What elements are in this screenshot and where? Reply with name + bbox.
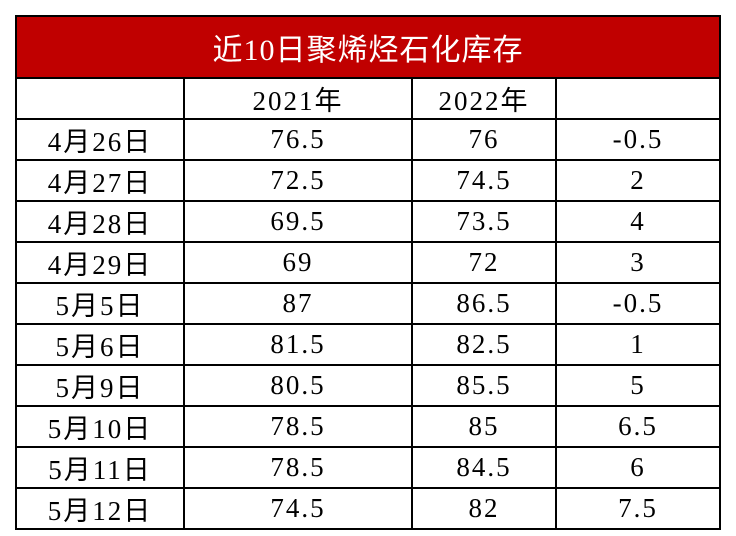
value-cell: 82.5 [411, 323, 557, 366]
value-cell: 86.5 [411, 282, 557, 325]
header-cell [15, 77, 185, 120]
value-cell: 72.5 [183, 159, 413, 202]
date-cell: 4月29日 [15, 241, 185, 284]
value-cell: 76.5 [183, 118, 413, 161]
table-body: 近10日聚烯烃石化库存 2021年 2022年 4月26日 76.5 76 -0.5 4… [15, 15, 721, 530]
data-row: 4月29日 69 72 3 [15, 241, 721, 284]
value-cell: 78.5 [183, 446, 413, 489]
value-cell: 82 [411, 487, 557, 530]
value-cell: 3 [555, 241, 721, 284]
value-cell: 74.5 [183, 487, 413, 530]
value-cell: 73.5 [411, 200, 557, 243]
value-cell: 72 [411, 241, 557, 284]
value-cell: 1 [555, 323, 721, 366]
value-cell: 69 [183, 241, 413, 284]
value-cell: 81.5 [183, 323, 413, 366]
header-cell [555, 77, 721, 120]
data-row: 5月12日 74.5 82 7.5 [15, 487, 721, 530]
value-cell: 7.5 [555, 487, 721, 530]
data-row: 4月26日 76.5 76 -0.5 [15, 118, 721, 161]
value-cell: 74.5 [411, 159, 557, 202]
data-row: 5月11日 78.5 84.5 6 [15, 446, 721, 489]
date-cell: 5月11日 [15, 446, 185, 489]
value-cell: 6.5 [555, 405, 721, 448]
value-cell: 2 [555, 159, 721, 202]
data-row: 5月10日 78.5 85 6.5 [15, 405, 721, 448]
value-cell: 78.5 [183, 405, 413, 448]
date-cell: 4月26日 [15, 118, 185, 161]
header-cell: 2022年 [411, 77, 557, 120]
date-cell: 5月10日 [15, 405, 185, 448]
inventory-table: 近10日聚烯烃石化库存 2021年 2022年 4月26日 76.5 76 -0.5 4… [15, 15, 721, 530]
header-row: 2021年 2022年 [15, 77, 721, 120]
value-cell: 69.5 [183, 200, 413, 243]
date-cell: 5月12日 [15, 487, 185, 530]
data-row: 4月27日 72.5 74.5 2 [15, 159, 721, 202]
value-cell: -0.5 [555, 118, 721, 161]
value-cell: -0.5 [555, 282, 721, 325]
data-row: 4月28日 69.5 73.5 4 [15, 200, 721, 243]
value-cell: 4 [555, 200, 721, 243]
value-cell: 76 [411, 118, 557, 161]
value-cell: 85.5 [411, 364, 557, 407]
date-cell: 5月6日 [15, 323, 185, 366]
date-cell: 5月5日 [15, 282, 185, 325]
table-container: 近10日聚烯烃石化库存 2021年 2022年 4月26日 76.5 76 -0.5 4… [15, 15, 721, 530]
data-row: 5月5日 87 86.5 -0.5 [15, 282, 721, 325]
data-row: 5月6日 81.5 82.5 1 [15, 323, 721, 366]
value-cell: 6 [555, 446, 721, 489]
data-row: 5月9日 80.5 85.5 5 [15, 364, 721, 407]
value-cell: 87 [183, 282, 413, 325]
date-cell: 5月9日 [15, 364, 185, 407]
table-title: 近10日聚烯烃石化库存 [15, 15, 721, 79]
value-cell: 80.5 [183, 364, 413, 407]
header-cell: 2021年 [183, 77, 413, 120]
date-cell: 4月28日 [15, 200, 185, 243]
value-cell: 84.5 [411, 446, 557, 489]
title-row: 近10日聚烯烃石化库存 [15, 15, 721, 79]
date-cell: 4月27日 [15, 159, 185, 202]
value-cell: 5 [555, 364, 721, 407]
value-cell: 85 [411, 405, 557, 448]
